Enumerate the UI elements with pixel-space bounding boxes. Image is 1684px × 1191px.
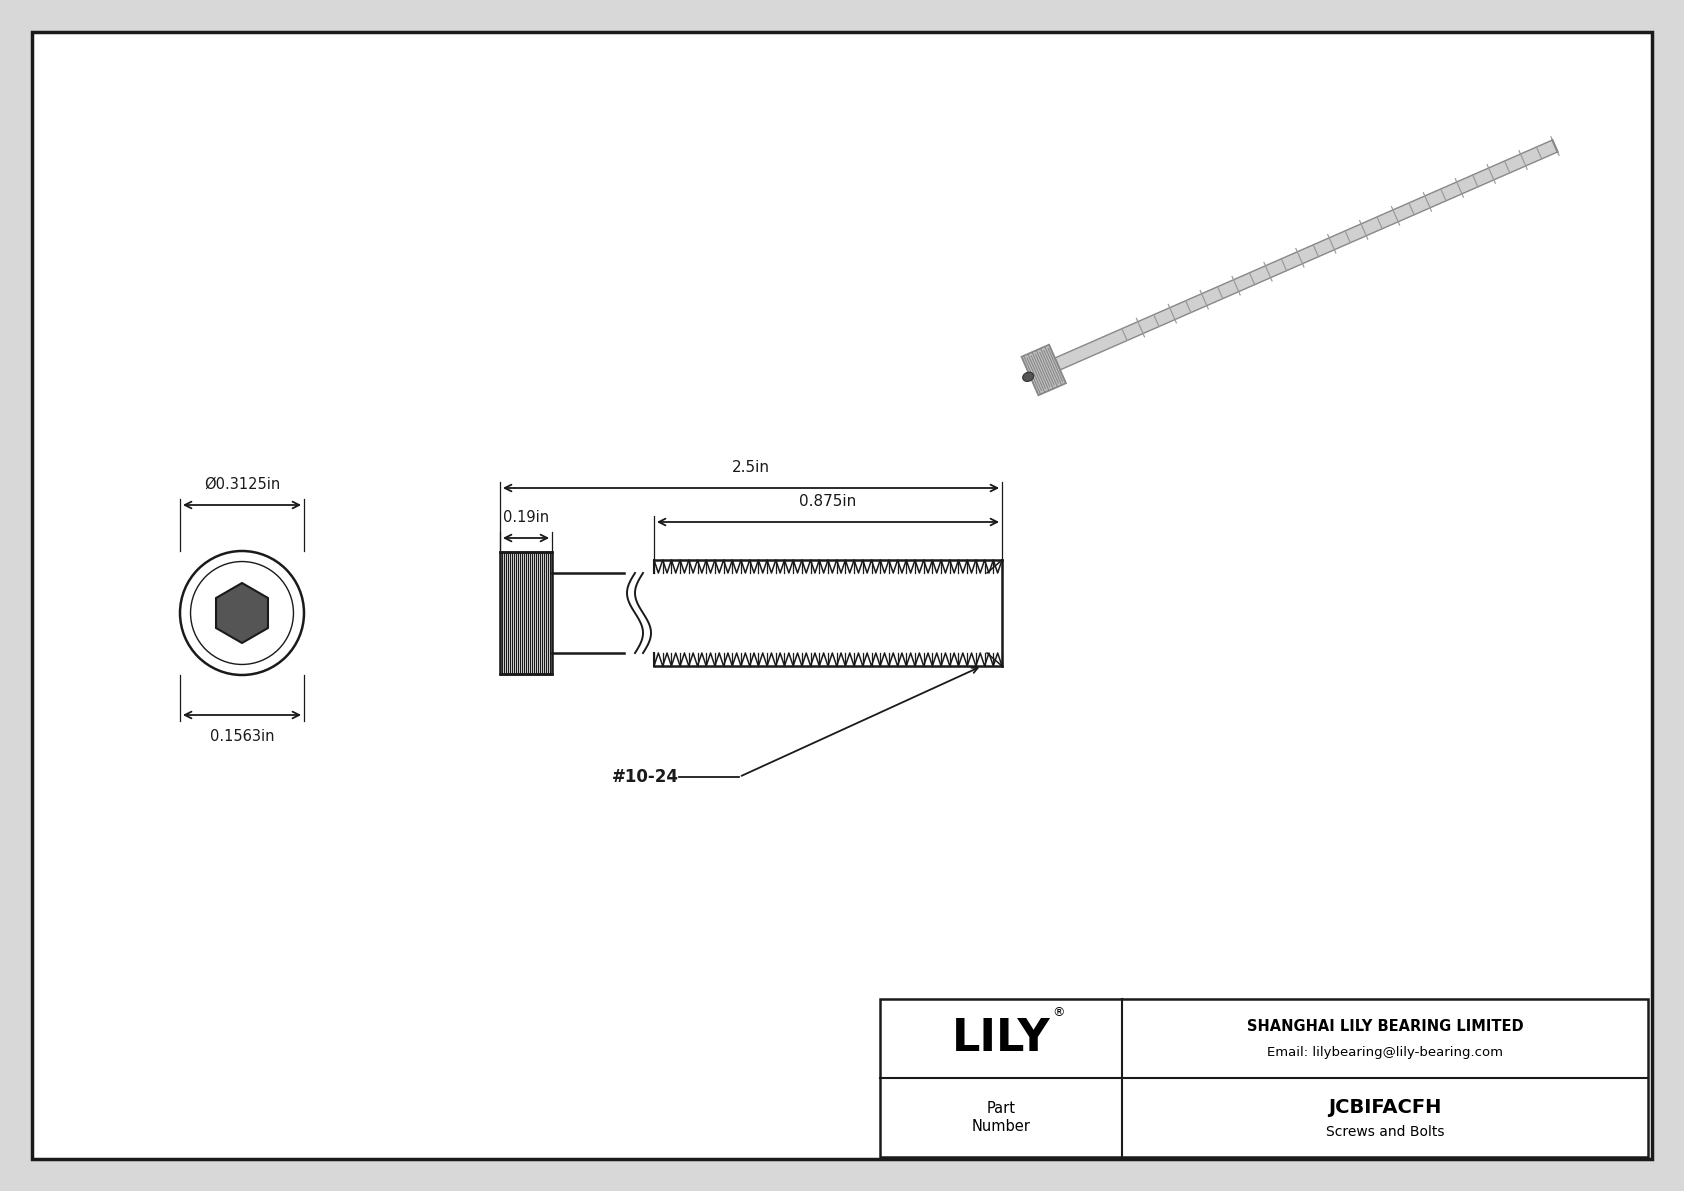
- Text: LILY: LILY: [951, 1017, 1051, 1060]
- Text: JCBIFACFH: JCBIFACFH: [1329, 1098, 1442, 1117]
- Text: Ø0.3125in: Ø0.3125in: [204, 478, 280, 492]
- Polygon shape: [1022, 344, 1066, 395]
- Polygon shape: [216, 584, 268, 643]
- Polygon shape: [1054, 141, 1558, 370]
- Text: Screws and Bolts: Screws and Bolts: [1325, 1125, 1445, 1140]
- Bar: [881, 999, 1649, 1156]
- Text: Part
Number: Part Number: [972, 1102, 1031, 1134]
- Text: 0.1563in: 0.1563in: [210, 729, 274, 744]
- Text: 2.5in: 2.5in: [733, 460, 770, 475]
- Text: ®: ®: [1052, 1006, 1066, 1019]
- Text: Email: lilybearing@lily-bearing.com: Email: lilybearing@lily-bearing.com: [1266, 1046, 1502, 1059]
- Bar: [500, 551, 552, 674]
- Text: 0.875in: 0.875in: [800, 494, 857, 509]
- Ellipse shape: [1022, 372, 1034, 381]
- Text: 0.19in: 0.19in: [504, 510, 549, 525]
- Text: #10-24: #10-24: [611, 768, 679, 786]
- Text: SHANGHAI LILY BEARING LIMITED: SHANGHAI LILY BEARING LIMITED: [1246, 1019, 1524, 1034]
- Circle shape: [180, 551, 305, 675]
